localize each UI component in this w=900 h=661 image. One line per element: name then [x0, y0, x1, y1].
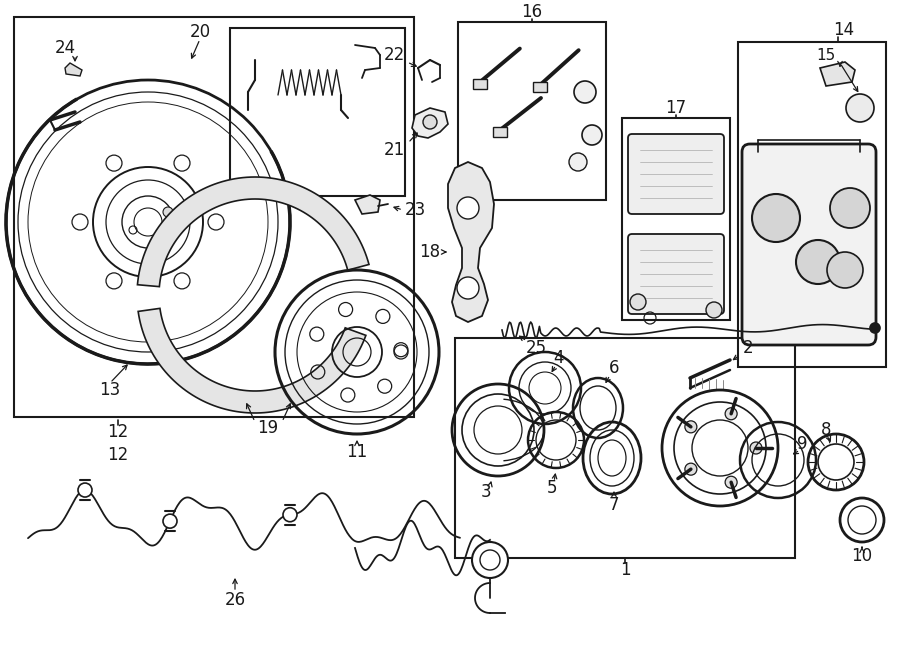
Circle shape [752, 194, 800, 242]
Text: 13: 13 [99, 381, 121, 399]
Text: 1: 1 [620, 561, 630, 579]
Polygon shape [412, 108, 448, 138]
Circle shape [846, 94, 874, 122]
Bar [230, 28, 405, 196]
Text: 17: 17 [665, 99, 687, 117]
Bar [738, 42, 886, 367]
Polygon shape [138, 177, 369, 287]
Text: 4: 4 [553, 349, 563, 367]
Text: 6: 6 [608, 359, 619, 377]
Circle shape [685, 463, 697, 475]
Bar [455, 338, 795, 558]
Text: 3: 3 [481, 483, 491, 501]
Circle shape [870, 323, 880, 333]
Circle shape [472, 542, 508, 578]
Circle shape [725, 408, 737, 420]
Polygon shape [355, 195, 380, 214]
Circle shape [283, 508, 297, 522]
Text: 21: 21 [383, 141, 405, 159]
Circle shape [827, 252, 863, 288]
Circle shape [480, 550, 500, 570]
Text: 14: 14 [833, 21, 855, 39]
Circle shape [457, 277, 479, 299]
Text: 20: 20 [189, 23, 211, 41]
Circle shape [685, 421, 697, 433]
Polygon shape [493, 127, 507, 137]
Text: 23: 23 [405, 201, 427, 219]
Text: 12: 12 [107, 446, 129, 464]
Circle shape [706, 302, 722, 318]
Text: 18: 18 [418, 243, 440, 261]
Polygon shape [65, 63, 82, 76]
Text: 19: 19 [257, 419, 279, 437]
Text: 9: 9 [796, 435, 807, 453]
Circle shape [457, 197, 479, 219]
Text: 15: 15 [816, 48, 835, 63]
Text: 24: 24 [54, 39, 76, 57]
Circle shape [163, 207, 173, 217]
Text: 11: 11 [346, 443, 367, 461]
Polygon shape [533, 82, 547, 92]
Circle shape [796, 240, 840, 284]
Bar [14, 17, 414, 417]
Circle shape [725, 476, 737, 488]
Text: 25: 25 [526, 339, 546, 357]
Polygon shape [138, 309, 366, 413]
Circle shape [78, 483, 92, 497]
Text: 2: 2 [742, 339, 753, 357]
Text: 5: 5 [547, 479, 557, 497]
Text: 7: 7 [608, 496, 619, 514]
Bar [458, 22, 606, 200]
FancyBboxPatch shape [742, 144, 876, 345]
FancyBboxPatch shape [628, 134, 724, 214]
Circle shape [163, 514, 177, 528]
Text: 10: 10 [851, 547, 873, 565]
Polygon shape [820, 62, 855, 86]
Text: 12: 12 [107, 423, 129, 441]
Circle shape [750, 442, 762, 454]
Polygon shape [448, 162, 494, 322]
Text: 22: 22 [383, 46, 405, 64]
Polygon shape [473, 79, 487, 89]
Circle shape [569, 153, 587, 171]
Text: 26: 26 [224, 591, 246, 609]
Circle shape [423, 115, 437, 129]
Circle shape [630, 294, 646, 310]
Text: 16: 16 [521, 3, 543, 21]
Text: 8: 8 [821, 421, 832, 439]
Circle shape [830, 188, 870, 228]
Circle shape [582, 125, 602, 145]
FancyBboxPatch shape [628, 234, 724, 314]
Circle shape [574, 81, 596, 103]
Bar [622, 118, 730, 320]
